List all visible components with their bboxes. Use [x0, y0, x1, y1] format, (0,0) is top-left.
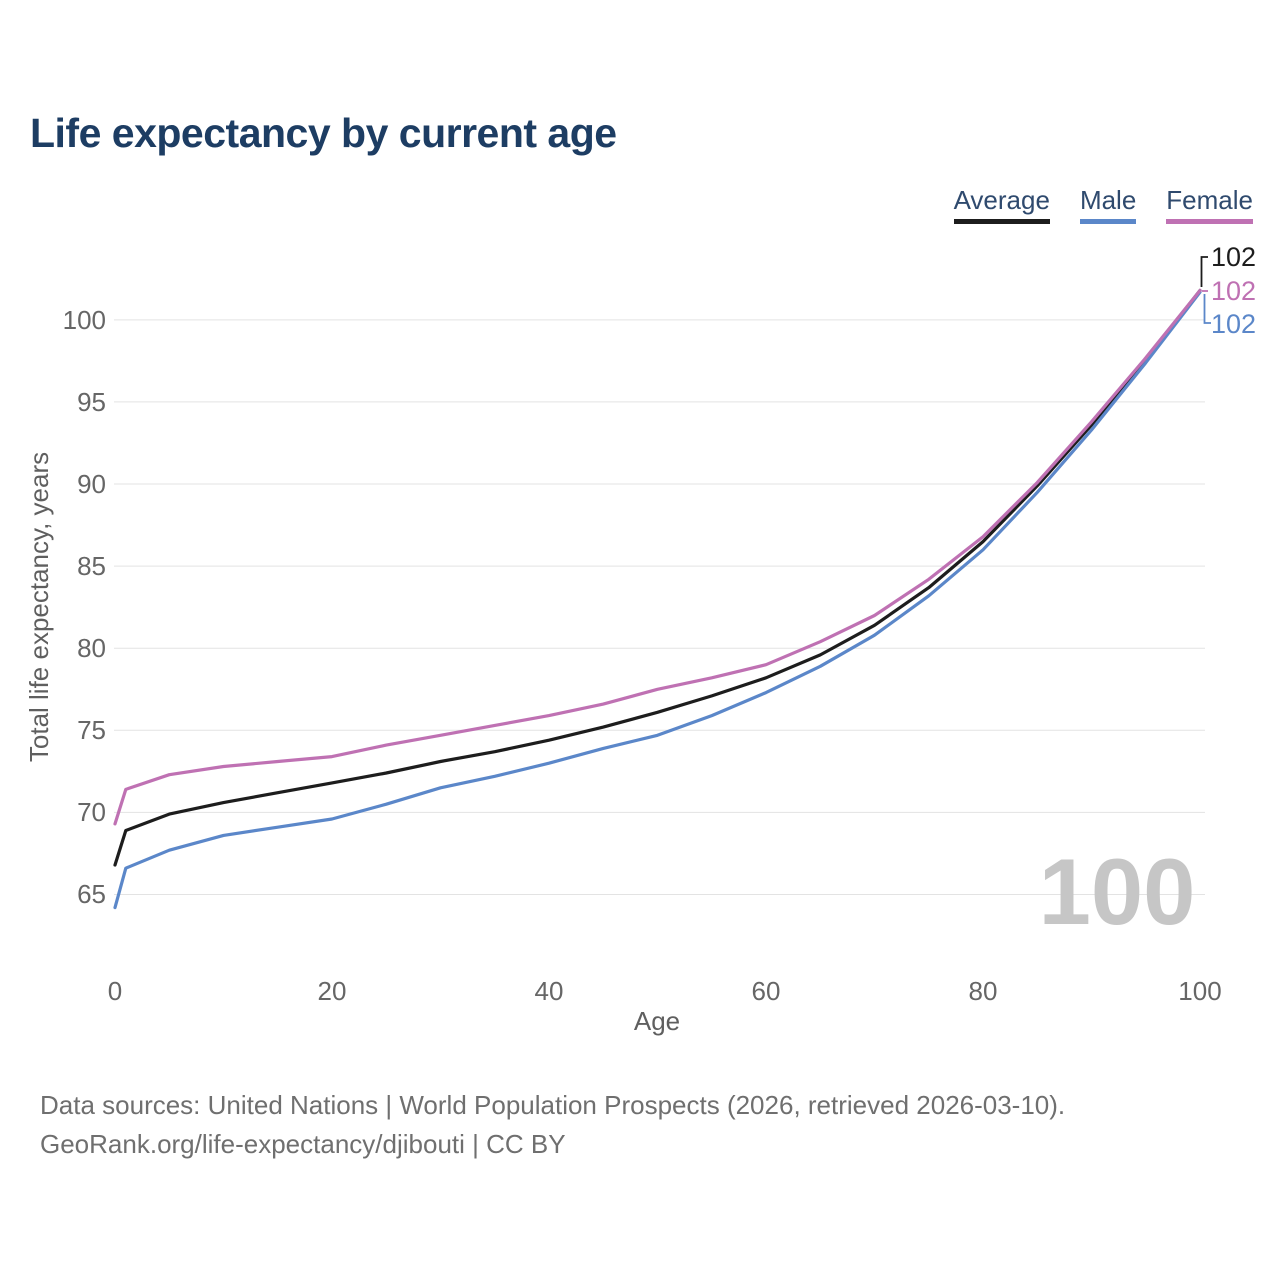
legend-item-female[interactable]: Female: [1166, 186, 1253, 224]
end-label-connector-male: [1203, 294, 1211, 324]
end-label-connector-average: [1200, 256, 1208, 287]
x-axis-tick-label: 0: [108, 976, 122, 1006]
y-axis-tick-label: 65: [77, 879, 106, 909]
x-axis-tick-label: 80: [969, 976, 998, 1006]
end-label-female: 102: [1211, 276, 1256, 306]
x-axis-tick-label: 60: [752, 976, 781, 1006]
age-watermark: 100: [1039, 839, 1196, 944]
legend-item-average[interactable]: Average: [953, 185, 1050, 224]
y-axis-tick-label: 85: [77, 551, 106, 581]
x-axis-tick-label: 100: [1178, 976, 1221, 1006]
page-title: Life expectancy by current age: [30, 110, 617, 156]
y-axis-tick-label: 70: [77, 797, 106, 827]
legend-item-label: Female: [1166, 185, 1253, 215]
chart-canvas: 100 95 90 85 80 75 70 65 0 20 40 60 80 1…: [24, 242, 1256, 1036]
y-axis-tick-label: 75: [77, 715, 106, 745]
y-axis-tick-label: 80: [77, 633, 106, 663]
x-axis-title: Age: [634, 1006, 680, 1036]
legend: Average Male Female: [953, 185, 1253, 224]
y-axis-tick-label: 95: [77, 387, 106, 417]
series-line-male[interactable]: [113, 290, 1202, 910]
source-footer: Data sources: United Nations | World Pop…: [40, 1086, 1065, 1164]
series-line-female[interactable]: [113, 288, 1202, 826]
end-label-average: 102: [1211, 242, 1256, 272]
y-axis-title: Total life expectancy, years: [24, 452, 54, 762]
legend-item-male[interactable]: Male: [1079, 185, 1137, 224]
y-axis-tick-label: 90: [77, 469, 106, 499]
series-line-average[interactable]: [113, 288, 1202, 867]
y-axis-tick-label: 100: [63, 305, 106, 335]
source-line: Data sources: United Nations | World Pop…: [40, 1090, 1066, 1120]
legend-item-label: Male: [1079, 185, 1137, 215]
end-label-male: 102: [1211, 309, 1256, 339]
legend-item-label: Average: [953, 185, 1050, 215]
citation-line: GeoRank.org/life-expectancy/djibouti | C…: [40, 1129, 566, 1159]
x-axis-tick-label: 20: [318, 976, 347, 1006]
x-axis-tick-label: 40: [535, 976, 564, 1006]
